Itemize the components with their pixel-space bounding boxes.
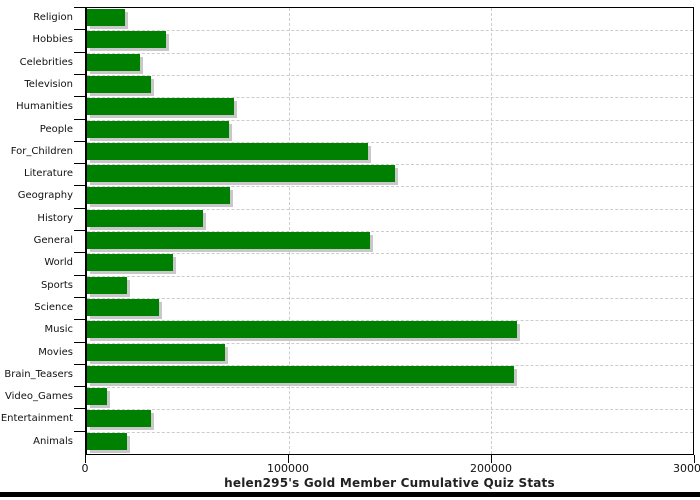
horizontal-gridline: [87, 364, 693, 366]
bar-entertainment: [87, 410, 151, 428]
y-axis-tick: [74, 163, 85, 164]
horizontal-gridline: [87, 97, 693, 99]
bar-history: [87, 209, 203, 227]
bar-for_children: [87, 142, 368, 160]
y-axis-tick: [74, 386, 85, 387]
bar-movies: [87, 343, 225, 361]
y-axis-label: Literature: [24, 168, 73, 180]
y-axis-tick: [74, 141, 85, 142]
bar-brain_teasers: [87, 365, 514, 383]
bar-science: [87, 298, 159, 316]
horizontal-gridline: [87, 186, 693, 188]
y-axis-tick: [74, 96, 85, 97]
x-axis-label: 300000: [673, 462, 700, 475]
bar-television: [87, 75, 151, 93]
horizontal-gridline: [87, 253, 693, 255]
horizontal-gridline: [87, 231, 693, 232]
y-axis-tick: [74, 275, 85, 276]
bar-geography: [87, 187, 230, 205]
horizontal-gridline: [87, 409, 693, 411]
vertical-gridline: [491, 8, 492, 454]
y-axis-label: Science: [34, 301, 73, 313]
bar-general: [87, 232, 370, 249]
bar-video_games: [87, 388, 107, 406]
bar-music: [87, 321, 517, 339]
y-axis-label: Humanities: [16, 101, 73, 113]
y-axis-label: People: [39, 123, 73, 135]
plot-area: [85, 7, 694, 455]
horizontal-gridline: [87, 208, 693, 210]
y-axis-label: History: [37, 212, 73, 224]
y-axis-tick: [74, 431, 85, 432]
horizontal-gridline: [87, 342, 693, 344]
y-axis-tick: [74, 52, 85, 53]
y-axis-label: Brain_Teasers: [4, 368, 73, 380]
horizontal-gridline: [87, 275, 693, 277]
y-axis-label: Movies: [38, 346, 73, 358]
bar-animals: [87, 432, 127, 450]
horizontal-gridline: [87, 141, 693, 143]
horizontal-gridline: [87, 30, 693, 32]
bar-world: [87, 254, 173, 272]
y-axis-label: Animals: [33, 435, 73, 447]
bar-religion: [87, 9, 125, 26]
y-axis-tick: [74, 29, 85, 30]
x-axis-label: 100000: [267, 462, 309, 475]
y-axis-label: Entertainment: [0, 413, 73, 425]
bottom-divider-strip: [0, 492, 700, 497]
x-axis-tick: [491, 455, 492, 463]
x-axis-tick: [694, 455, 695, 463]
y-axis-label: Geography: [17, 190, 73, 202]
x-axis-tick: [85, 455, 86, 463]
chart-title: helen295's Gold Member Cumulative Quiz S…: [224, 476, 555, 490]
y-axis-tick: [74, 364, 85, 365]
x-axis-label: 200000: [470, 462, 512, 475]
y-axis-tick: [74, 319, 85, 320]
y-axis-label: Television: [24, 78, 73, 90]
bar-literature: [87, 165, 395, 183]
y-axis-tick: [74, 7, 85, 8]
y-axis-label: General: [33, 235, 73, 246]
y-axis-label: World: [44, 257, 73, 269]
horizontal-gridline: [87, 164, 693, 166]
horizontal-gridline: [87, 320, 693, 322]
y-axis-label: Video_Games: [5, 391, 73, 403]
bar-celebrities: [87, 53, 140, 71]
bar-humanities: [87, 98, 234, 116]
y-axis-label: Music: [44, 324, 73, 336]
horizontal-gridline: [87, 297, 693, 299]
y-axis-label: Religion: [33, 12, 73, 23]
y-axis-tick: [74, 119, 85, 120]
vertical-gridline: [289, 8, 290, 454]
horizontal-gridline: [87, 431, 693, 433]
y-axis-label: Hobbies: [32, 34, 73, 46]
horizontal-gridline: [87, 119, 693, 121]
y-axis-label: Sports: [40, 279, 73, 291]
x-axis-tick: [288, 455, 289, 463]
y-axis-tick: [74, 185, 85, 186]
y-axis-tick: [74, 342, 85, 343]
y-axis-tick: [74, 408, 85, 409]
bar-hobbies: [87, 31, 166, 49]
horizontal-gridline: [87, 52, 693, 54]
bar-people: [87, 120, 229, 138]
y-axis-label: For_Children: [10, 145, 73, 157]
horizontal-gridline: [87, 74, 693, 76]
bar-sports: [87, 276, 127, 294]
y-axis-tick: [74, 230, 85, 231]
y-axis-label: Celebrities: [19, 56, 73, 68]
x-axis-label: 0: [81, 462, 89, 475]
horizontal-gridline: [87, 387, 693, 389]
y-axis-tick: [74, 297, 85, 298]
y-axis-tick: [74, 252, 85, 253]
y-axis-tick: [74, 74, 85, 75]
y-axis-tick: [74, 208, 85, 209]
